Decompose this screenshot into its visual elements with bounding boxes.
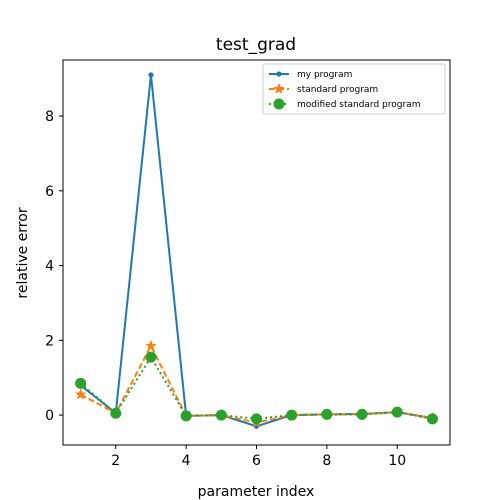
legend: my program standard program modified stand… [262,63,446,115]
legend-label: modified standard program [297,100,420,110]
data-point [74,388,87,400]
data-point [148,72,154,78]
y-tick-label: 6 [45,184,54,200]
plot-area [74,72,439,429]
legend-marker [276,71,282,77]
data-point [145,351,157,363]
y-tick-label: 4 [45,259,54,275]
legend-box [262,63,446,115]
data-point [75,377,87,389]
data-point [321,408,333,420]
legend-label: standard program [297,85,378,95]
legend-marker [273,82,285,95]
x-tick-label: 4 [182,453,191,469]
chart-title: test_grad [216,35,296,55]
y-tick-label: 0 [45,408,54,424]
y-tick-label: 8 [45,109,54,125]
data-point [215,409,227,421]
data-point [391,406,403,418]
axes: 2 4 6 8 10 0 2 4 6 8 [45,109,406,469]
data-point [180,410,192,422]
legend-label: my program [297,70,352,80]
y-tick-label: 2 [45,333,54,349]
y-axis-label: relative error [15,207,31,298]
x-tick-label: 2 [111,453,120,469]
x-tick-label: 8 [322,453,331,469]
data-point [251,413,262,425]
x-tick-label: 10 [388,453,406,469]
legend-marker [273,98,285,110]
data-point [356,408,368,420]
data-point [110,407,122,419]
x-tick-label: 6 [252,453,261,469]
data-point [145,339,157,351]
data-point [286,409,298,421]
x-axis-label: parameter index [198,484,315,500]
data-point [426,413,438,425]
